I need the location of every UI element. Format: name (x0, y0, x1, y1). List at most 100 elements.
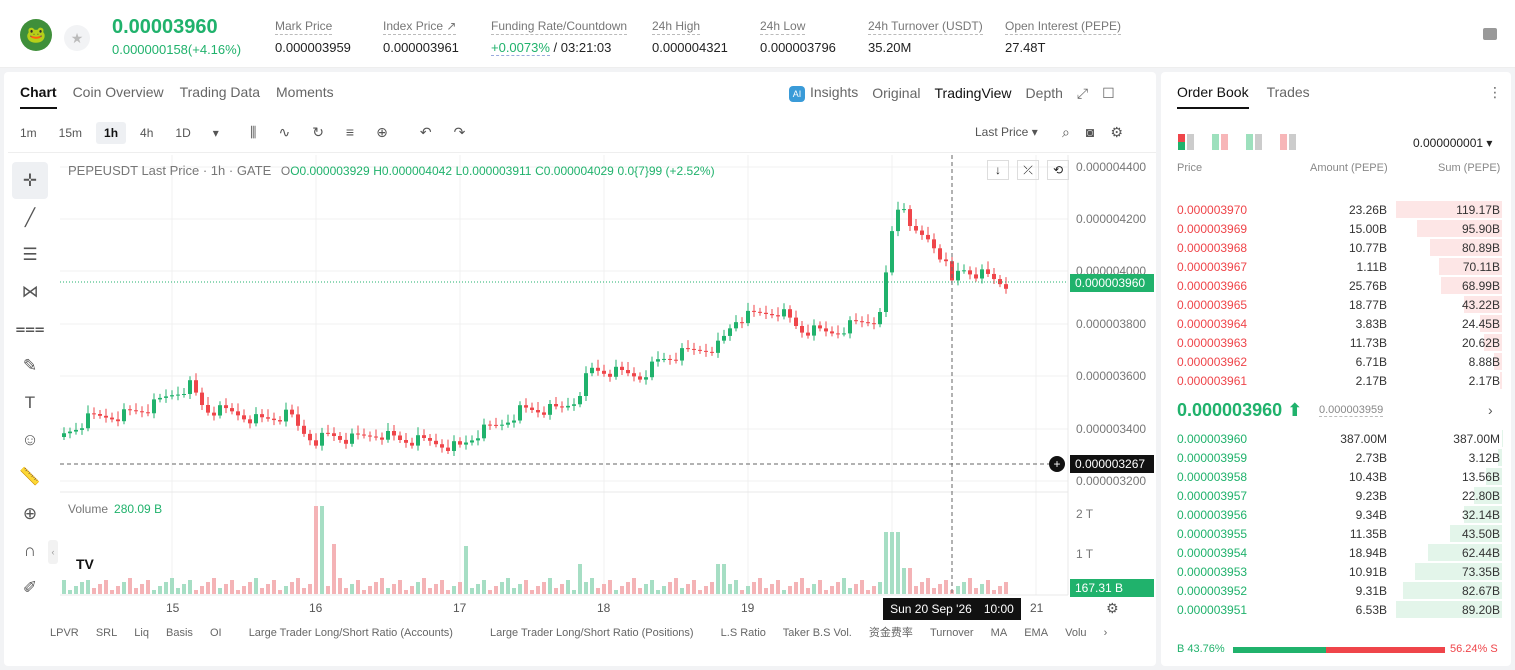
view-bids-icon[interactable] (1246, 134, 1262, 150)
indicator-item[interactable]: MA (990, 627, 1008, 639)
horizontal-lines-icon[interactable]: ☰ (22, 244, 38, 264)
orderbook-row[interactable]: 0.000003967 1.11B 70.11B (1170, 257, 1502, 276)
view-both-alt-icon[interactable] (1212, 134, 1228, 150)
chevron-down-icon[interactable]: ▾ (212, 126, 219, 140)
orderbook-row[interactable]: 0.000003961 2.17B 2.17B (1170, 371, 1502, 390)
price-type-select[interactable]: Last Price ▾ (975, 125, 1038, 139)
orderbook-row[interactable]: 0.000003956 9.34B 32.14B (1170, 505, 1502, 524)
view-depth[interactable]: Depth (1025, 85, 1063, 101)
indicator-item[interactable]: L.S Ratio (720, 627, 766, 639)
redo-icon[interactable]: ↷ (453, 124, 466, 140)
fib-icon[interactable]: ⩶ (15, 318, 45, 338)
ruler-icon[interactable]: 📏 (19, 466, 41, 486)
view-both-icon[interactable] (1178, 134, 1194, 150)
depth-bar (1498, 449, 1502, 466)
orderbook-row[interactable]: 0.000003951 6.53B 89.20B (1170, 600, 1502, 619)
orderbook-row[interactable]: 0.000003960 387.00M 387.00M (1170, 429, 1502, 448)
volume-bar (476, 584, 480, 594)
chevron-right-icon[interactable]: › (1488, 402, 1493, 418)
indicator-item[interactable]: Turnover (929, 627, 974, 639)
crosshair-icon[interactable]: ✛ (12, 162, 48, 199)
indicator-item[interactable]: Liq (134, 627, 149, 639)
window-icon[interactable]: ☐ (1102, 84, 1115, 101)
replay-icon[interactable]: ↻ (312, 124, 324, 140)
orderbook-row[interactable]: 0.000003954 18.94B 62.44B (1170, 543, 1502, 562)
gear-icon[interactable]: ⚙ (1110, 124, 1123, 140)
orderbook-row[interactable]: 0.000003965 18.77B 43.22B (1170, 295, 1502, 314)
text-icon[interactable]: T (24, 392, 36, 412)
tab-moments[interactable]: Moments (276, 84, 334, 100)
settings-icon[interactable]: ⚙ (1106, 600, 1119, 616)
book-icon[interactable] (1483, 28, 1497, 40)
pencil-icon[interactable]: ✐ (22, 577, 38, 597)
orderbook-row[interactable]: 0.000003955 11.35B 43.50B (1170, 524, 1502, 543)
tf-15m[interactable]: 15m (58, 126, 83, 140)
orderbook-row[interactable]: 0.000003964 3.83B 24.45B (1170, 314, 1502, 333)
collapse-sidebar-icon[interactable]: ‹ (48, 540, 58, 564)
view-original[interactable]: Original (872, 85, 921, 101)
orderbook-row[interactable]: 0.000003953 10.91B 73.35B (1170, 562, 1502, 581)
brush-icon[interactable]: ✎ (22, 355, 38, 375)
zoom-in-icon[interactable]: ⊕ (22, 503, 38, 523)
indicator-item[interactable]: OI (210, 627, 222, 639)
pattern-icon[interactable]: ⋈ (21, 281, 39, 301)
favorite-star-icon[interactable]: ★ (64, 25, 90, 51)
tf-1m[interactable]: 1m (20, 126, 37, 140)
candle-body (572, 404, 576, 406)
indicator-item[interactable]: SRL (95, 627, 118, 639)
expand-icon[interactable]: ⤢ (1076, 84, 1089, 101)
tab-trading-data[interactable]: Trading Data (179, 84, 261, 100)
loop-icon[interactable]: ⟲ (1047, 160, 1069, 180)
alert-add-icon[interactable]: ⊕ (376, 124, 388, 140)
emoji-icon[interactable]: ☺ (21, 429, 39, 449)
orderbook-row[interactable]: 0.000003957 9.23B 22.80B (1170, 486, 1502, 505)
tab-trades[interactable]: Trades (1266, 84, 1310, 100)
orderbook-row[interactable]: 0.000003963 11.73B 20.62B (1170, 333, 1502, 352)
tab-coin-overview[interactable]: Coin Overview (72, 84, 164, 100)
tab-order-book[interactable]: Order Book (1177, 84, 1249, 109)
volume-bar (968, 578, 972, 594)
orderbook-row[interactable]: 0.000003962 6.71B 8.88B (1170, 352, 1502, 371)
search-icon[interactable]: ⌕ (1062, 124, 1070, 140)
volume-bar (770, 584, 774, 594)
precision-select[interactable]: 0.000000001 ▾ (1413, 136, 1493, 150)
indicator-item[interactable]: Basis (166, 627, 193, 639)
candle-type-icon[interactable]: ⫼ (250, 124, 257, 140)
indicator-item[interactable]: LPVR (50, 627, 79, 639)
orderbook-row[interactable]: 0.000003958 10.43B 13.56B (1170, 467, 1502, 486)
orderbook-row[interactable]: 0.000003968 10.77B 80.89B (1170, 238, 1502, 257)
indicator-item[interactable]: 资金费率 (868, 627, 913, 639)
insights-button[interactable]: AI Insights (789, 84, 858, 102)
more-icon[interactable]: ⋮ (1488, 84, 1502, 100)
indicator-item[interactable]: Large Trader Long/Short Ratio (Accounts) (248, 627, 453, 639)
undo-icon[interactable]: ↶ (419, 124, 432, 140)
orderbook-row[interactable]: 0.000003952 9.31B 82.67B (1170, 581, 1502, 600)
indicator-item[interactable]: Taker B.S Vol. (782, 627, 852, 639)
current-price-tag: 0.000003960 (1070, 274, 1154, 292)
candle-body (176, 394, 180, 396)
chevron-right-icon[interactable]: › (1103, 627, 1108, 639)
tf-4h[interactable]: 4h (140, 126, 154, 140)
indicator-item[interactable]: Volu (1065, 627, 1087, 639)
camera-icon[interactable]: ◙ (1085, 124, 1095, 140)
indicator-item[interactable]: EMA (1024, 627, 1049, 639)
templates-icon[interactable]: ≡ (345, 124, 355, 140)
view-asks-icon[interactable] (1280, 134, 1296, 150)
indicator-item[interactable]: Large Trader Long/Short Ratio (Positions… (489, 627, 694, 639)
volume-bar (98, 584, 102, 594)
view-tradingview[interactable]: TradingView (934, 85, 1012, 101)
arrow-down-icon[interactable]: ↓ (987, 160, 1009, 180)
add-alert-icon[interactable]: + (1049, 456, 1065, 472)
trendline-icon[interactable]: ╱ (24, 207, 36, 227)
orderbook-row[interactable]: 0.000003970 23.26B 119.17B (1170, 200, 1502, 219)
orderbook-row[interactable]: 0.000003959 2.73B 3.12B (1170, 448, 1502, 467)
tf-1d[interactable]: 1D (175, 126, 191, 140)
magnet-icon[interactable]: ∩ (23, 540, 37, 560)
stat-index-price[interactable]: Index Price ↗ 0.000003961 (383, 19, 459, 55)
collapse-icon[interactable]: ⤫ (1017, 160, 1039, 180)
tab-chart[interactable]: Chart (20, 84, 57, 109)
orderbook-row[interactable]: 0.000003966 25.76B 68.99B (1170, 276, 1502, 295)
tf-1h[interactable]: 1h (96, 122, 127, 144)
orderbook-row[interactable]: 0.000003969 15.00B 95.90B (1170, 219, 1502, 238)
indicators-icon[interactable]: ∿ (278, 124, 291, 140)
